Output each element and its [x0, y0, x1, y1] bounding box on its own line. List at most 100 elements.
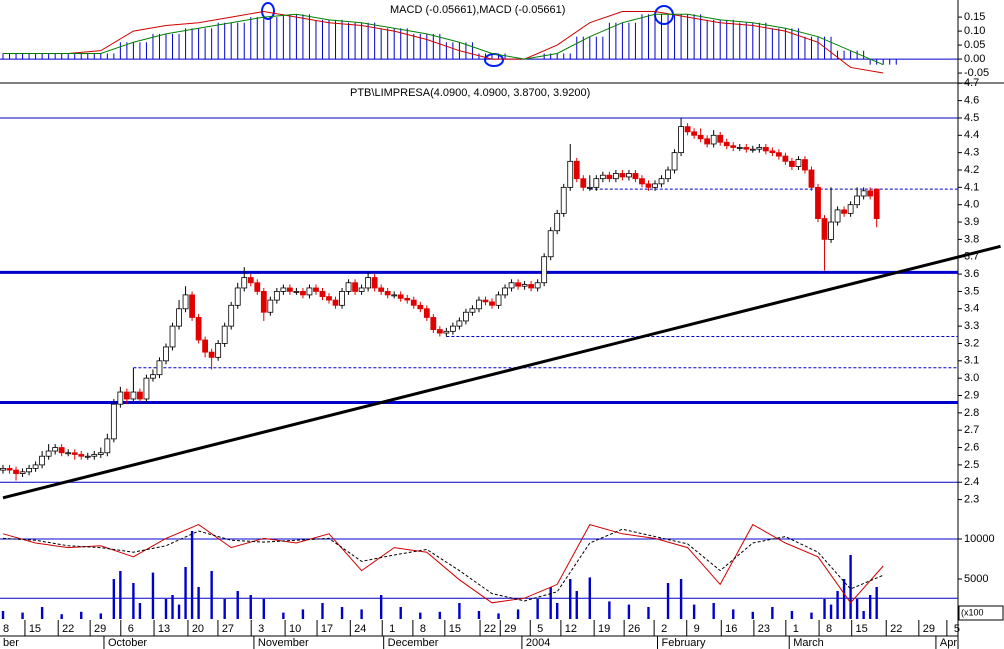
candle-body	[665, 169, 671, 180]
candle-body	[671, 152, 678, 171]
x-tick-label: 8	[826, 623, 832, 635]
candle-body	[306, 287, 313, 296]
candle-body	[795, 159, 802, 167]
x-tick-label: 8	[3, 623, 9, 635]
macd-line	[3, 13, 884, 66]
volume-bar	[842, 579, 846, 619]
candle-body	[691, 131, 698, 136]
candle-body	[195, 317, 202, 341]
candle-body	[247, 277, 254, 284]
candle-body	[215, 343, 222, 358]
volume-bar	[810, 612, 813, 619]
volume-bar	[197, 587, 200, 619]
candle-body	[280, 287, 287, 292]
volume-bar	[119, 571, 122, 619]
y-tick-label: 4.3	[964, 147, 979, 159]
y-tick-label: 2.7	[964, 424, 979, 436]
y-tick-label: 4.0	[964, 199, 979, 211]
x-tick-label: 20	[192, 623, 204, 635]
candle-body	[0, 467, 6, 471]
candle-body	[13, 469, 19, 474]
y-tick-label: 0.00	[964, 53, 985, 65]
candle-body	[873, 188, 880, 219]
candle-body	[821, 218, 828, 240]
volume-bar	[875, 587, 878, 619]
y-tick-label: 3.2	[964, 337, 979, 349]
month-label: October	[108, 637, 147, 649]
candle-body	[436, 329, 443, 334]
candle-body	[449, 325, 456, 332]
y-tick-label: 3.1	[964, 355, 979, 367]
candle-body	[91, 454, 98, 457]
candle-body	[202, 339, 209, 353]
candle-body	[841, 209, 847, 214]
y-tick-label: 5000	[964, 573, 988, 585]
candle-body	[580, 178, 587, 188]
candle-body	[749, 148, 756, 151]
y-tick-label: 4.6	[964, 95, 979, 107]
candle-body	[723, 141, 730, 147]
candle-body	[860, 190, 867, 197]
candle-body	[697, 134, 704, 140]
candle-body	[65, 452, 72, 455]
y-tick-label: 0.05	[964, 39, 985, 51]
candle-body	[156, 360, 163, 376]
y-tick-label: 2.8	[964, 407, 979, 419]
candle-body	[208, 351, 215, 358]
x-tick-label: 12	[565, 623, 577, 635]
candle-body	[189, 294, 195, 318]
stochastic-line	[2, 528, 884, 602]
candle-body	[130, 391, 137, 400]
candle-body	[834, 209, 841, 223]
candle-body	[137, 391, 143, 400]
candle-body	[319, 291, 326, 298]
volume-bar	[477, 611, 481, 619]
x-tick-label: 13	[158, 623, 170, 635]
volume-bar	[790, 611, 794, 619]
candle-body	[423, 308, 430, 318]
x-tick-label: 29	[504, 623, 516, 635]
candle-body	[606, 174, 613, 180]
volume-bar	[836, 591, 839, 619]
candle-body	[626, 173, 632, 178]
month-label: 2004	[526, 637, 550, 649]
candle-body	[639, 178, 645, 185]
y-tick-label: 4.5	[964, 112, 979, 124]
candle-body	[430, 317, 437, 330]
volume-bar	[679, 579, 683, 619]
candle-body	[378, 287, 385, 292]
month-label: March	[793, 637, 824, 649]
candle-body	[260, 291, 267, 313]
candle-body	[515, 282, 521, 287]
volume-bar	[399, 607, 402, 619]
volume-bar	[849, 555, 852, 619]
month-label: ber	[3, 637, 19, 649]
candle-body	[293, 291, 300, 293]
candle-body	[123, 391, 130, 400]
candle-body	[241, 277, 248, 289]
y-tick-label: 3.5	[964, 285, 979, 297]
candle-body	[58, 447, 65, 454]
candle-body	[273, 291, 280, 301]
candle-body	[332, 299, 339, 306]
x-tick-label: 19	[598, 623, 610, 635]
candle-body	[521, 284, 528, 287]
volume-bar	[588, 577, 591, 619]
volume-bar	[210, 571, 213, 619]
y-tick-label: 0.10	[964, 25, 985, 37]
price-title: PTB\LIMPRESA(4.0900, 4.0900, 3.8700, 3.9…	[350, 87, 590, 99]
volume-bar	[751, 611, 754, 619]
candle-body	[397, 294, 404, 299]
volume-bar	[80, 611, 83, 619]
candle-body	[658, 178, 665, 185]
unit-label: (x100	[961, 607, 984, 617]
y-tick-label: 0.15	[964, 11, 985, 23]
volume-bar	[458, 603, 461, 619]
candle-body	[593, 178, 600, 188]
y-tick-label: 4.7	[964, 77, 979, 89]
y-tick-label: 2.3	[964, 493, 979, 505]
candle-body	[867, 190, 874, 197]
candle-body	[743, 147, 750, 150]
volume-bar	[666, 583, 670, 619]
